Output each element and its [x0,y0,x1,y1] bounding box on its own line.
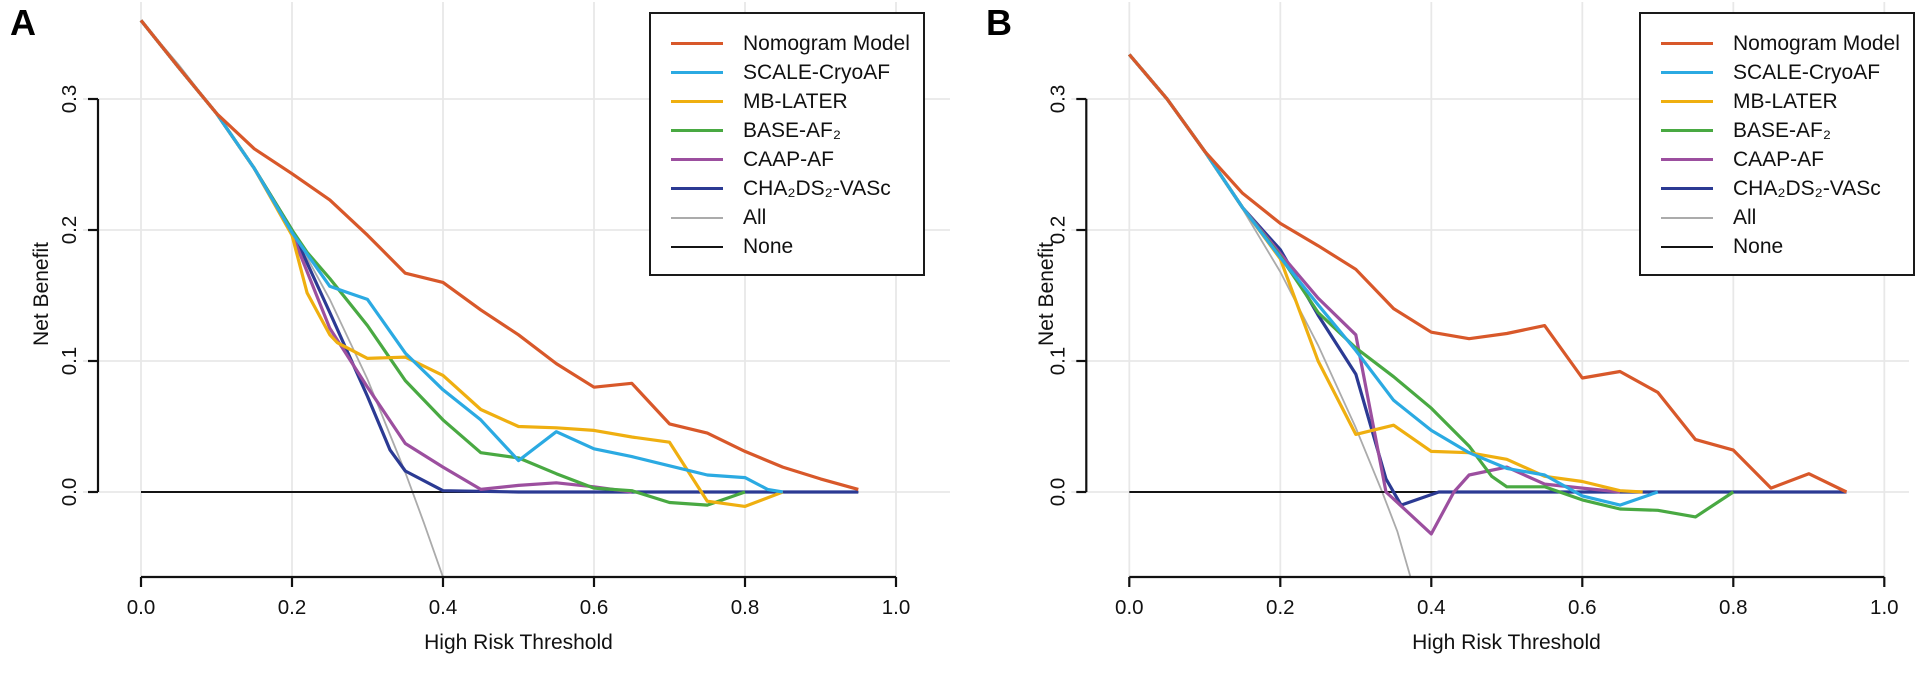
legend-label: MB-LATER [743,89,848,113]
legend: Nomogram Model SCALE-CryoAF MB-LATER BASE-A… [1639,12,1915,276]
legend-label: CAAP-AF [743,147,835,171]
axes [88,97,898,587]
series-line-caap_af [1128,53,1621,536]
legend-swatch-none [1661,245,1713,248]
series-group [1128,53,1848,577]
legend-swatch-cha2ds2_vasc [1661,187,1713,190]
x-tick-label: 0.0 [127,596,156,619]
legend-item-cha2ds2_vasc: CHA₂DS₂-VASc [651,174,923,203]
legend-item-cha2ds2_vasc: CHA₂DS₂-VASc [1641,174,1913,203]
y-tick-label: 0.2 [1046,216,1069,245]
legend-item-nomogram: Nomogram Model [651,29,923,58]
legend-swatch-caap_af [671,158,723,161]
panel-label: A [10,2,36,43]
x-axis-title: High Risk Threshold [1412,631,1601,654]
legend-label: CAAP-AF [1733,147,1825,171]
decision-curve-plot: 0.0 0.2 0.4 0.6 0.8 1.0 0.0 0.1 0.2 0.3 [1046,2,1909,619]
series-line-scale_cryoaf [1128,53,1659,507]
legend-swatch-cha2ds2_vasc [671,187,723,190]
legend-label: BASE-AF₂ [1733,118,1832,142]
y-tick-label: 0.3 [58,85,81,114]
legend-label: MB-LATER [1733,89,1838,113]
legend-label: Nomogram Model [1733,31,1900,55]
x-tick-label: 0.8 [731,596,760,619]
y-tick-label: 0.0 [1046,478,1069,507]
x-tick-label: 0.2 [1266,596,1295,619]
legend-label: CHA₂DS₂-VASc [1733,176,1881,200]
legend-item-caap_af: CAAP-AF [1641,145,1913,174]
y-tick-label: 0.2 [58,216,81,245]
legend-label: BASE-AF₂ [743,118,842,142]
series-group [139,19,859,577]
y-tick-label: 0.1 [58,347,81,376]
legend-label: CHA₂DS₂-VASc [743,176,891,200]
legend-swatch-none [671,245,723,248]
x-axis-title: High Risk Threshold [424,631,613,654]
legend-swatch-scale_cryoaf [1661,71,1713,74]
series-line-scale_cryoaf [139,19,784,494]
x-tick-label: 0.4 [429,596,458,619]
legend: Nomogram Model SCALE-CryoAF MB-LATER BASE-A… [649,12,925,276]
x-tick-label: 0.6 [580,596,609,619]
legend-label: None [743,234,794,258]
legend-item-all: All [651,203,923,232]
y-tick-label: 0.3 [1046,85,1069,114]
legend-rows: Nomogram Model SCALE-CryoAF MB-LATER BASE-A… [651,14,923,261]
y-tick-label: 0.0 [58,478,81,507]
legend-item-mb_later: MB-LATER [1641,87,1913,116]
legend-item-nomogram: Nomogram Model [1641,29,1913,58]
legend-swatch-base_af2 [671,129,723,132]
legend-swatch-all [671,216,723,219]
x-tick-label: 1.0 [882,596,911,619]
series-line-mb_later [1128,53,1643,494]
legend-label: SCALE-CryoAF [1733,60,1881,84]
legend-item-scale_cryoaf: SCALE-CryoAF [651,58,923,87]
legend-item-all: All [1641,203,1913,232]
panel-label: B [986,2,1012,43]
legend-label: All [743,205,767,229]
series-line-all [140,19,444,577]
legend-label: All [1733,205,1757,229]
legend-item-none: None [1641,232,1913,261]
series-line-nomogram [139,19,859,491]
legend-item-base_af2: BASE-AF₂ [1641,116,1913,145]
x-tick-label: 1.0 [1870,596,1899,619]
legend-item-none: None [651,232,923,261]
legend-swatch-base_af2 [1661,129,1713,132]
x-tick-label: 0.4 [1417,596,1446,619]
panel-a: 0.0 0.2 0.4 0.6 0.8 1.0 0.0 0.1 0.2 0.3 A High Ri… [10,2,950,654]
x-tick-label: 0.6 [1568,596,1597,619]
legend-swatch-nomogram [1661,42,1713,45]
axes [1076,97,1886,587]
x-tick-label: 0.8 [1719,596,1748,619]
legend-swatch-mb_later [1661,100,1713,103]
legend-label: None [1733,234,1784,258]
legend-label: Nomogram Model [743,31,910,55]
legend-label: SCALE-CryoAF [743,60,891,84]
tick-labels: 0.0 0.2 0.4 0.6 0.8 1.0 0.0 0.1 0.2 0.3 [1046,85,1898,619]
legend-item-mb_later: MB-LATER [651,87,923,116]
y-axis-title: Net Benefit [1035,242,1058,346]
legend-swatch-caap_af [1661,158,1713,161]
legend-swatch-scale_cryoaf [671,71,723,74]
legend-item-base_af2: BASE-AF₂ [651,116,923,145]
panel-b: 0.0 0.2 0.4 0.6 0.8 1.0 0.0 0.1 0.2 0.3 B High Ri… [959,0,1918,699]
legend-swatch-all [1661,216,1713,219]
y-tick-label: 0.1 [1046,347,1069,376]
legend-item-scale_cryoaf: SCALE-CryoAF [1641,58,1913,87]
legend-swatch-nomogram [671,42,723,45]
x-tick-label: 0.0 [1115,596,1144,619]
legend-item-caap_af: CAAP-AF [651,145,923,174]
legend-swatch-mb_later [671,100,723,103]
legend-rows: Nomogram Model SCALE-CryoAF MB-LATER BASE-A… [1641,14,1913,261]
series-line-nomogram [1128,53,1848,494]
x-tick-label: 0.2 [278,596,307,619]
tick-labels: 0.0 0.2 0.4 0.6 0.8 1.0 0.0 0.1 0.2 0.3 [58,85,910,619]
y-axis-title: Net Benefit [30,242,53,346]
series-line-all [1128,53,1412,577]
